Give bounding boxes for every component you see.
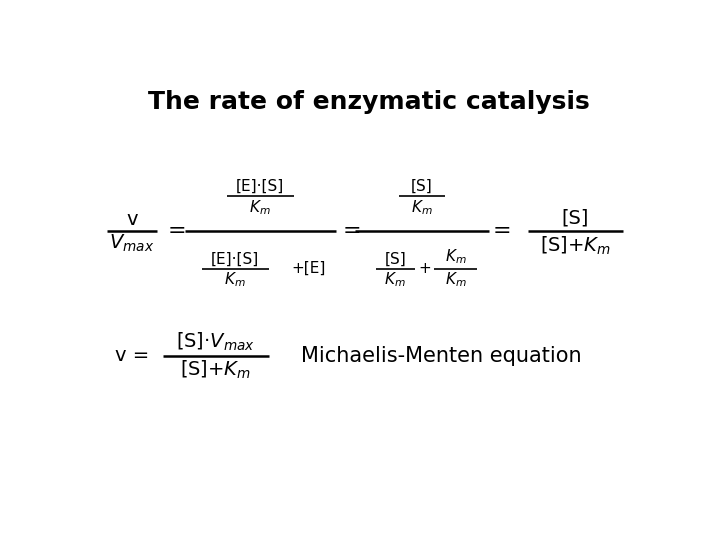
Text: =: = — [492, 221, 511, 241]
Text: $K_m$: $K_m$ — [384, 271, 406, 289]
Text: v =: v = — [114, 346, 149, 366]
Text: [S]: [S] — [562, 209, 589, 228]
Text: =: = — [343, 221, 361, 241]
Text: $K_m$: $K_m$ — [249, 198, 271, 217]
Text: [S]: [S] — [411, 179, 433, 194]
Text: =: = — [167, 221, 186, 241]
Text: v: v — [126, 210, 138, 229]
Text: $K_m$: $K_m$ — [445, 271, 467, 289]
Text: [S]·$V_{max}$: [S]·$V_{max}$ — [176, 330, 255, 353]
Text: [E]·[S]: [E]·[S] — [211, 252, 259, 266]
Text: [E]·[S]: [E]·[S] — [236, 179, 284, 194]
Text: The rate of enzymatic catalysis: The rate of enzymatic catalysis — [148, 90, 590, 114]
Text: Michaelis-Menten equation: Michaelis-Menten equation — [301, 346, 582, 366]
Text: [S]+$K_m$: [S]+$K_m$ — [540, 234, 611, 256]
Text: [S]: [S] — [384, 252, 406, 266]
Text: $K_m$: $K_m$ — [445, 248, 467, 266]
Text: +[E]: +[E] — [291, 261, 325, 276]
Text: $K_m$: $K_m$ — [224, 271, 246, 289]
Text: +: + — [418, 261, 431, 276]
Text: [S]+$K_m$: [S]+$K_m$ — [180, 359, 251, 381]
Text: $K_m$: $K_m$ — [411, 198, 433, 217]
Text: $V_{max}$: $V_{max}$ — [109, 233, 154, 254]
